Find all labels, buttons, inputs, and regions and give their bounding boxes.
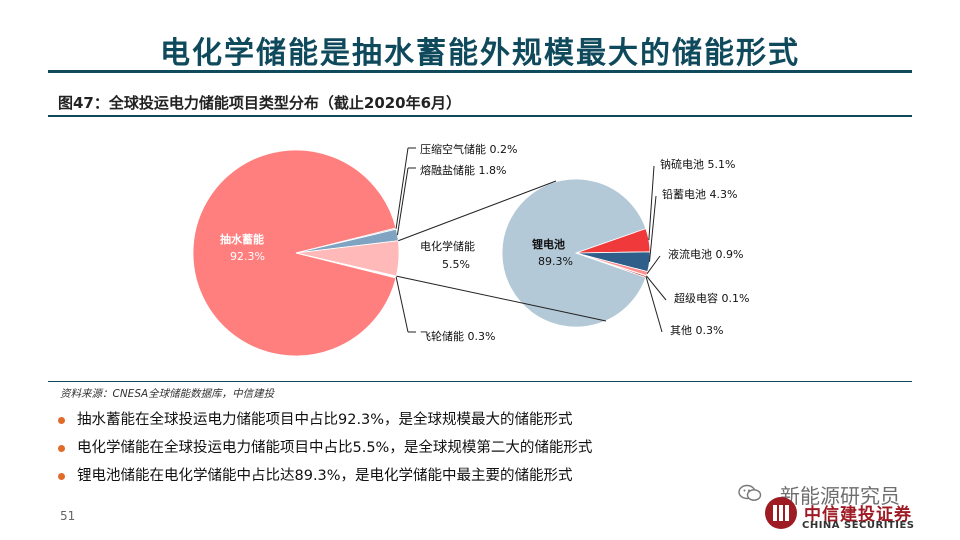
sub-slice-label-value: 89.3%: [538, 255, 573, 268]
bullet-list: 抽水蓄能在全球投运电力储能项目中占比92.3%，是全球规模最大的储能形式 电化学…: [58, 406, 592, 490]
source-divider: [48, 381, 912, 382]
slice-label: 熔融盐储能 1.8%: [420, 163, 506, 177]
slice-label-value: 5.5%: [442, 258, 470, 271]
bullet-item: 抽水蓄能在全球投运电力储能项目中占比92.3%，是全球规模最大的储能形式: [58, 406, 592, 434]
leader-line: [395, 147, 409, 229]
sub-slice-label: 钠硫电池 5.1%: [660, 157, 735, 171]
bullet-dot-icon: [58, 416, 65, 424]
sub-leader-line: [646, 255, 661, 274]
wechat-icon: [738, 484, 762, 501]
bullet-dot-icon: [58, 444, 65, 452]
bullet-dot-icon: [58, 472, 65, 480]
pie-of-pie-chart: 抽水蓄能 92.3% 压缩空气储能 0.2% 熔融盐储能 1.8% 电化学储能 5.5% 飞…: [192, 142, 749, 357]
sub-leader-line: [648, 195, 657, 262]
connector-line: [398, 180, 557, 242]
slice-label-value: 92.3%: [230, 250, 265, 263]
brand-name-cn: 中信建投证券: [804, 505, 912, 525]
figure-caption: 图47：全球投运电力储能项目类型分布（截止2020年6月）: [58, 94, 462, 112]
page-title: 电化学储能是抽水蓄能外规模最大的储能形式: [160, 36, 800, 71]
slice-label-name: 抽水蓄能: [220, 232, 264, 246]
sub-pie-slice-0: [501, 178, 647, 328]
title-divider: [48, 70, 912, 73]
bullet-item: 锂电池储能在电化学储能中占比达89.3%，是电化学储能中最主要的储能形式: [58, 462, 592, 490]
leader-line: [396, 167, 409, 236]
slice-label: 飞轮储能 0.3%: [420, 329, 495, 343]
sub-slice-label-name: 锂电池: [532, 237, 565, 251]
page-number: 51: [60, 509, 76, 523]
wechat-account-name: 新能源研究员: [780, 484, 900, 508]
brand-watermark: 新能源研究员 中信建投证券 CHINA SECURITIES: [738, 478, 938, 534]
sub-slice-label: 液流电池 0.9%: [668, 247, 743, 261]
source-note: 资料来源：CNESA全球储能数据库，中信建投: [60, 388, 275, 400]
bullet-item: 电化学储能在全球投运电力储能项目中占比5.5%，是全球规模第二大的储能形式: [58, 434, 592, 462]
slice-label: 压缩空气储能 0.2%: [420, 142, 517, 156]
sub-slice-label: 铅蓄电池 4.3%: [662, 187, 737, 201]
connector-line: [396, 275, 607, 322]
sub-leader-line: [648, 165, 655, 241]
sub-slice-label: 其他 0.3%: [670, 324, 723, 337]
brand-name-en: CHINA SECURITIES: [802, 520, 915, 531]
china-securities-logo-icon: [765, 497, 797, 529]
caption-divider: [48, 115, 912, 117]
pie-slice-0: [192, 149, 397, 357]
leader-line: [395, 276, 409, 333]
slice-label-name: 电化学储能: [420, 239, 475, 253]
sub-leader-line: [645, 275, 667, 301]
sub-leader-line: [645, 276, 663, 333]
sub-slice-label: 超级电容 0.1%: [674, 291, 749, 305]
